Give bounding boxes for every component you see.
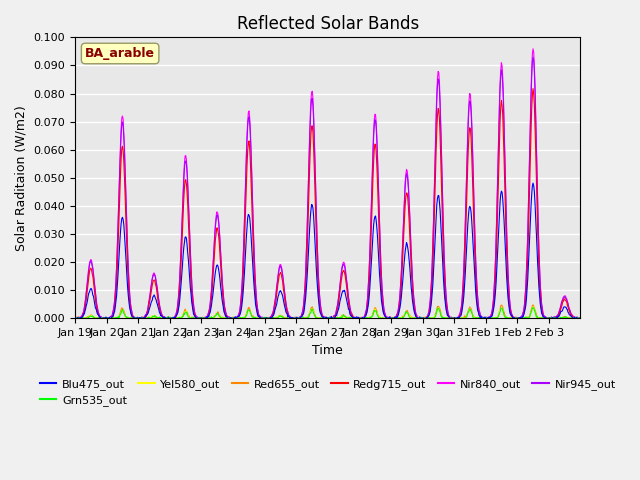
Yel580_out: [72, 315, 80, 321]
Nir945_out: [380, 302, 387, 308]
X-axis label: Time: Time: [312, 344, 343, 357]
Line: Redg715_out: Redg715_out: [75, 89, 580, 318]
Blu475_out: [577, 315, 584, 321]
Yel580_out: [529, 304, 537, 310]
Line: Nir945_out: Nir945_out: [75, 57, 580, 318]
Grn535_out: [248, 314, 256, 320]
Red655_out: [268, 315, 276, 321]
Nir945_out: [248, 193, 256, 199]
Red655_out: [577, 314, 584, 320]
Nir945_out: [408, 264, 415, 269]
Red655_out: [408, 315, 416, 321]
Nir945_out: [131, 315, 138, 321]
Red655_out: [71, 314, 79, 320]
Line: Nir840_out: Nir840_out: [75, 49, 580, 318]
Red655_out: [249, 313, 257, 319]
Redg715_out: [380, 311, 388, 317]
Grn535_out: [529, 305, 537, 311]
Text: BA_arable: BA_arable: [85, 47, 155, 60]
Grn535_out: [577, 315, 584, 321]
Redg715_out: [408, 288, 416, 293]
Redg715_out: [249, 237, 257, 242]
Nir840_out: [249, 211, 257, 217]
Grn535_out: [131, 315, 138, 321]
Blu475_out: [249, 267, 257, 273]
Grn535_out: [71, 315, 79, 321]
Yel580_out: [408, 315, 416, 321]
Nir840_out: [529, 46, 537, 52]
Line: Yel580_out: Yel580_out: [75, 307, 580, 318]
Grn535_out: [408, 315, 415, 321]
Redg715_out: [72, 315, 79, 321]
Nir840_out: [72, 315, 79, 321]
Blu475_out: [71, 315, 79, 321]
Nir945_out: [223, 313, 231, 319]
Redg715_out: [529, 86, 537, 92]
Blu475_out: [380, 312, 388, 317]
Y-axis label: Solar Raditaion (W/m2): Solar Raditaion (W/m2): [15, 105, 28, 251]
Redg715_out: [131, 314, 139, 320]
Red655_out: [224, 315, 232, 321]
Redg715_out: [577, 315, 584, 321]
Yel580_out: [131, 315, 139, 321]
Redg715_out: [71, 315, 79, 321]
Nir840_out: [380, 307, 388, 313]
Nir945_out: [71, 315, 79, 321]
Grn535_out: [223, 315, 231, 321]
Yel580_out: [577, 315, 584, 321]
Grn535_out: [268, 315, 275, 321]
Nir840_out: [71, 315, 79, 321]
Nir945_out: [529, 54, 537, 60]
Title: Reflected Solar Bands: Reflected Solar Bands: [237, 15, 419, 33]
Red655_out: [380, 315, 388, 321]
Nir945_out: [577, 315, 584, 321]
Grn535_out: [380, 315, 387, 321]
Red655_out: [131, 315, 139, 321]
Yel580_out: [268, 315, 276, 321]
Nir840_out: [408, 275, 416, 281]
Redg715_out: [224, 315, 232, 321]
Legend: Blu475_out, Grn535_out, Yel580_out, Red655_out, Redg715_out, Nir840_out, Nir945_: Blu475_out, Grn535_out, Yel580_out, Red6…: [35, 374, 620, 410]
Yel580_out: [224, 315, 232, 321]
Yel580_out: [71, 315, 79, 321]
Blu475_out: [72, 315, 79, 321]
Yel580_out: [249, 315, 257, 321]
Red655_out: [73, 315, 81, 321]
Red655_out: [529, 302, 537, 308]
Blu475_out: [408, 298, 416, 303]
Line: Red655_out: Red655_out: [75, 305, 580, 318]
Nir840_out: [268, 312, 276, 317]
Blu475_out: [224, 315, 232, 321]
Yel580_out: [380, 314, 388, 320]
Blu475_out: [529, 180, 537, 186]
Nir840_out: [131, 314, 139, 320]
Nir840_out: [577, 314, 584, 320]
Blu475_out: [268, 315, 276, 321]
Nir840_out: [224, 314, 232, 320]
Line: Blu475_out: Blu475_out: [75, 183, 580, 318]
Redg715_out: [268, 313, 276, 319]
Blu475_out: [131, 315, 139, 321]
Line: Grn535_out: Grn535_out: [75, 308, 580, 318]
Nir945_out: [268, 314, 275, 320]
